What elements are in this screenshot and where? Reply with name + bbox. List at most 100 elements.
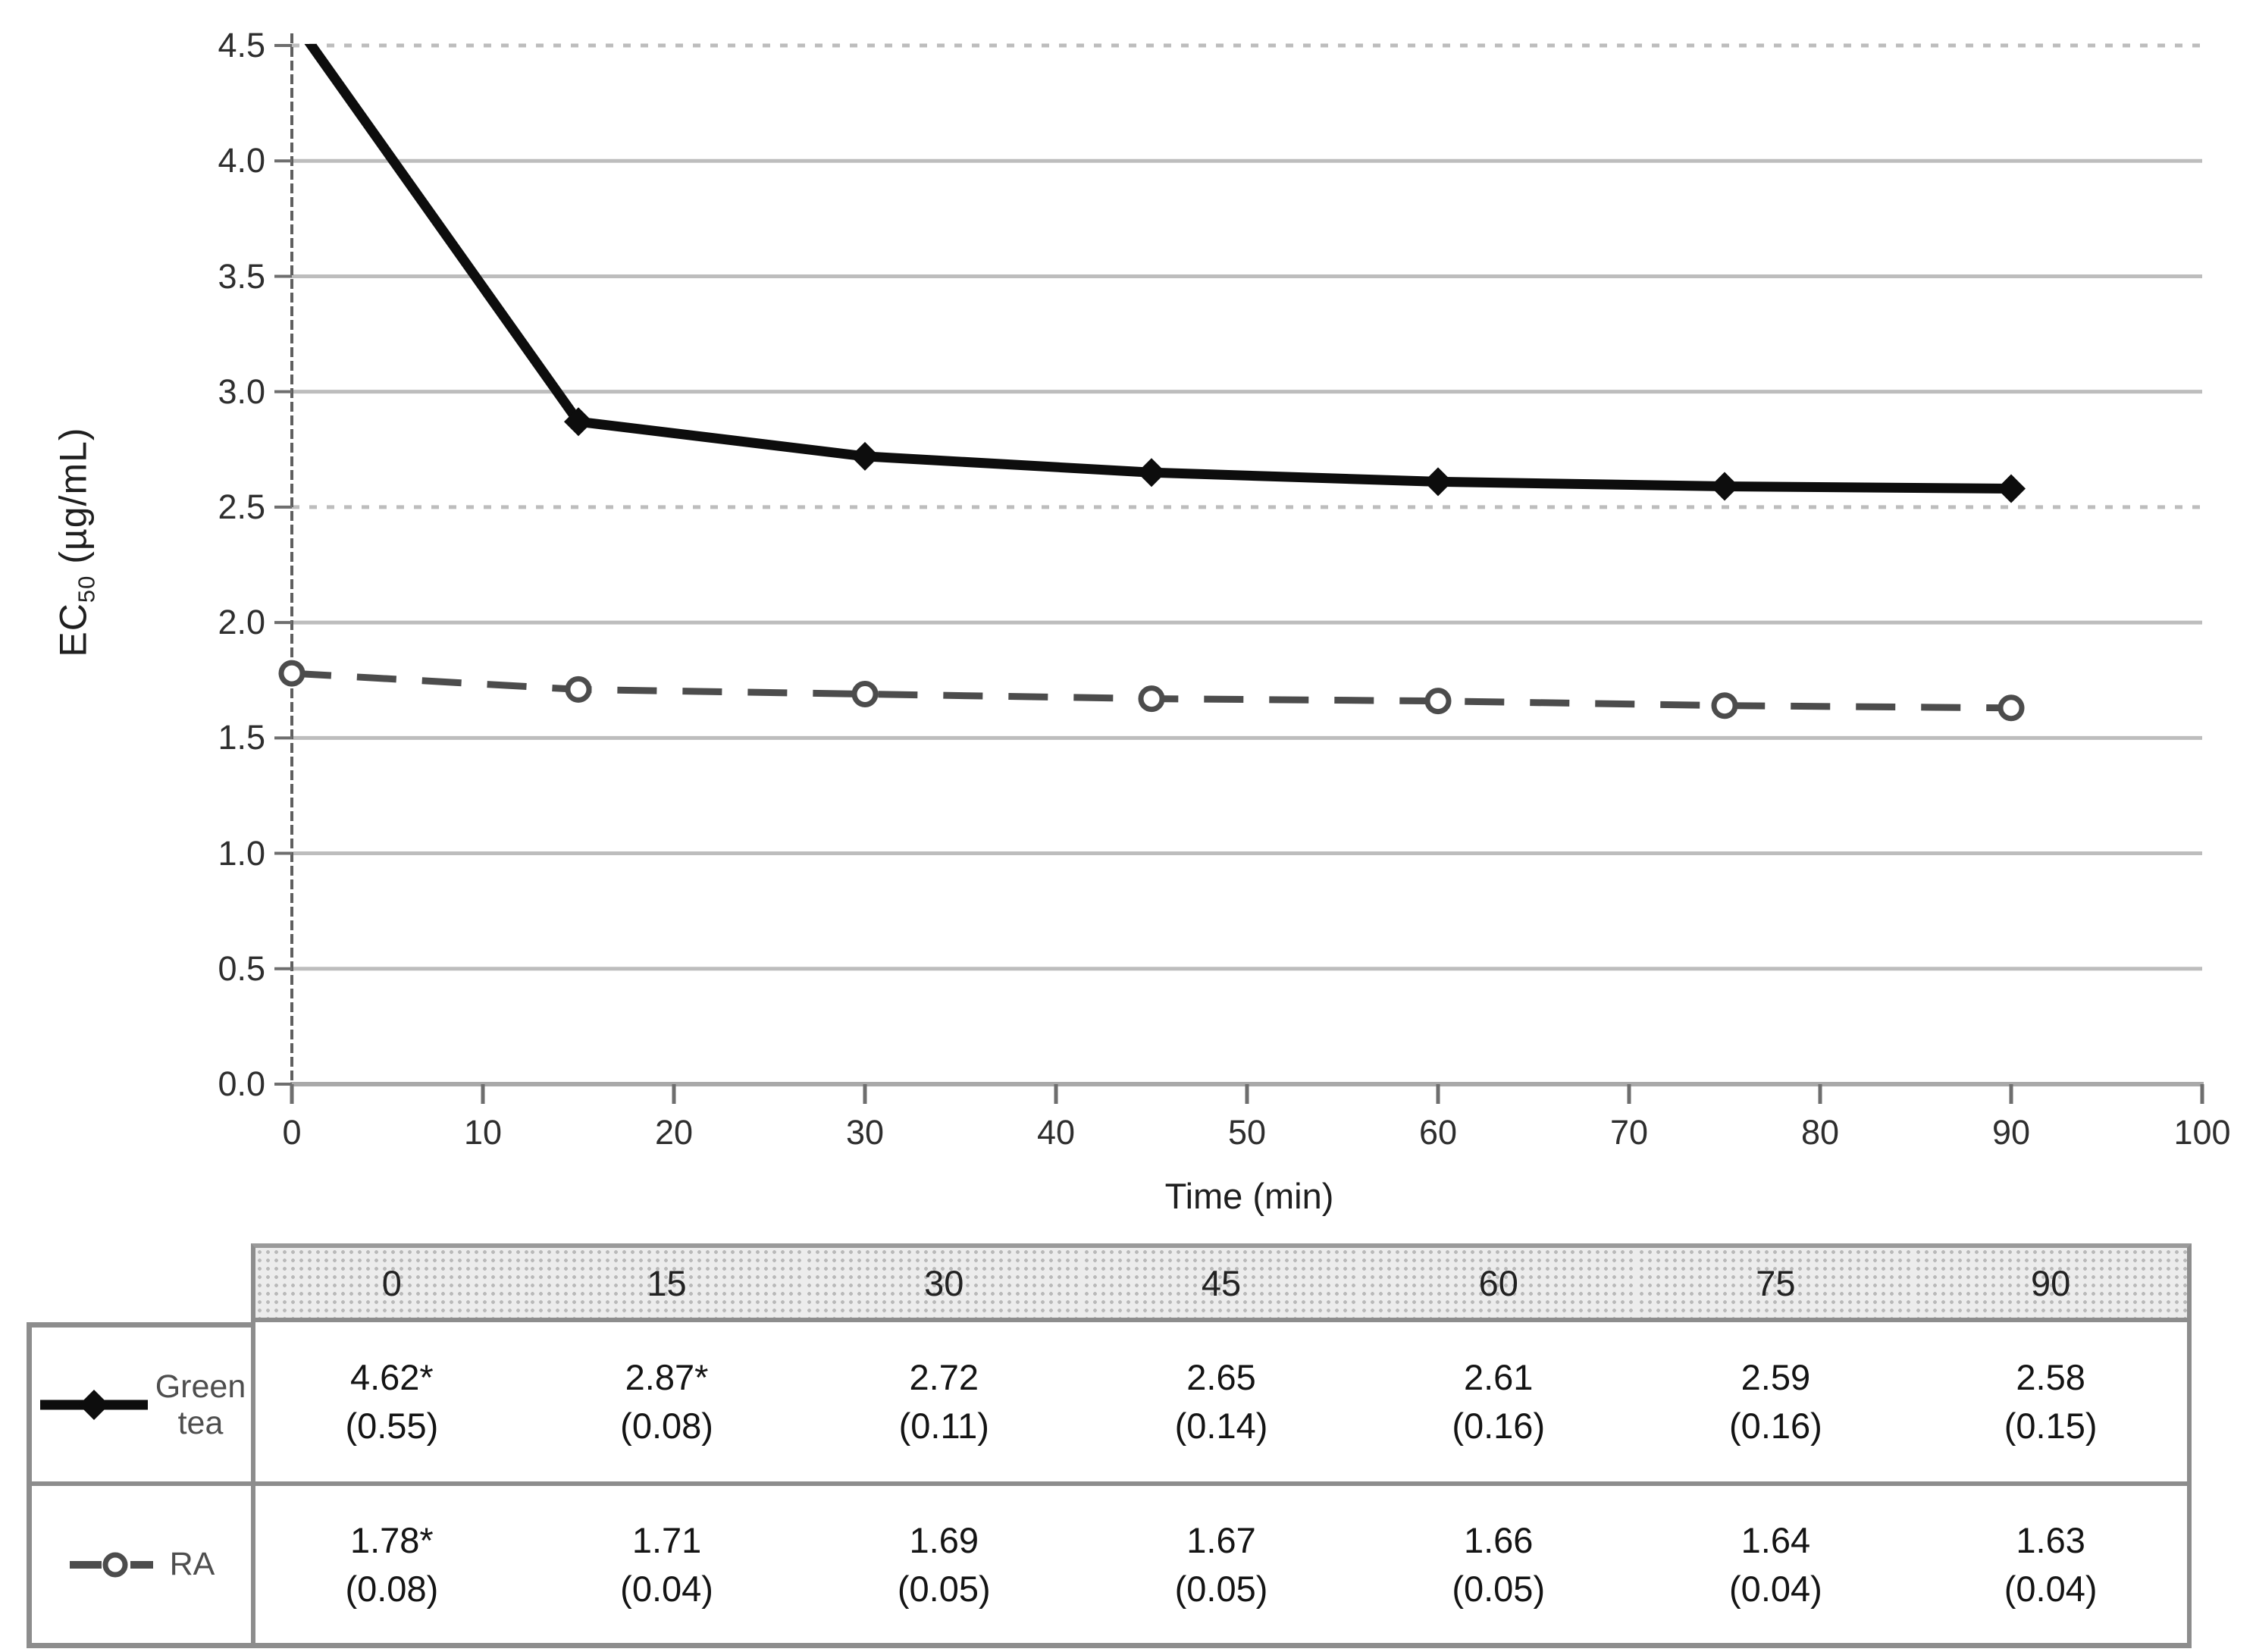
y-tick-label: 3.5 (218, 257, 265, 296)
diamond-marker (1997, 474, 2026, 503)
table-cell: 1.63 (0.04) (1914, 1486, 2192, 1648)
legend-green-tea: Green tea (27, 1322, 251, 1486)
diamond-marker (1710, 472, 1739, 501)
cell-value: 1.67 (1186, 1519, 1256, 1560)
data-table: 0 15 30 45 60 75 90 Green tea 4.62* (0.55… (27, 1243, 2192, 1648)
cell-value: 2.58 (2016, 1357, 2085, 1397)
chart-plot-area (274, 3, 2204, 1104)
table-cell: 1.71 (0.04) (528, 1486, 806, 1648)
cell-se: (0.15) (2004, 1406, 2098, 1446)
open-circle-marker (851, 680, 879, 707)
y-tick-label: 0.0 (218, 1064, 265, 1103)
legend-label-line: Green (155, 1368, 246, 1405)
cell-value: 1.64 (1741, 1519, 1811, 1560)
cell-value: 1.63 (2016, 1519, 2085, 1560)
cell-se: (0.14) (1174, 1406, 1268, 1446)
cell-se: (0.05) (897, 1568, 991, 1609)
cell-se: (0.11) (898, 1406, 989, 1446)
x-tick-label: 10 (463, 1113, 503, 1152)
y-tick-label: 0.5 (218, 949, 265, 988)
table-cell: 2.65 (0.14) (1083, 1322, 1360, 1486)
table-column-header: 90 (1914, 1243, 2192, 1322)
x-tick-label: 100 (2173, 1113, 2231, 1152)
y-tick-label: 1.0 (218, 834, 265, 873)
cell-value: 2.61 (1463, 1357, 1534, 1397)
cell-value: 2.72 (909, 1357, 979, 1397)
cell-se: (0.16) (1729, 1406, 1822, 1446)
table-cell: 1.64 (0.04) (1637, 1486, 1915, 1648)
open-circle-marker (1711, 692, 1738, 719)
table-cell: 2.61 (0.16) (1359, 1322, 1637, 1486)
y-axis-title: EC50 (µg/mL) (52, 427, 101, 657)
x-tick-label: 20 (654, 1113, 694, 1152)
table-cell: 2.87* (0.08) (528, 1322, 806, 1486)
open-circle-marker (278, 660, 306, 687)
x-tick-label: 70 (1609, 1113, 1649, 1152)
cell-se: (0.08) (620, 1406, 713, 1446)
y-tick-label: 4.5 (218, 26, 265, 64)
ra-markers (278, 660, 2025, 722)
cell-se: (0.04) (2004, 1568, 2098, 1609)
cell-se: (0.05) (1452, 1568, 1546, 1609)
x-tick-label: 30 (845, 1113, 885, 1152)
legend-label-line: tea (177, 1404, 224, 1441)
y-axis-title-subscript: 50 (73, 575, 100, 603)
open-circle-marker (565, 676, 592, 703)
cell-value: 1.66 (1463, 1519, 1534, 1560)
ra-line-sample-icon (69, 1552, 153, 1577)
cell-se: (0.04) (620, 1568, 713, 1609)
table-column-header: 30 (805, 1243, 1083, 1322)
cell-value: 1.78* (349, 1519, 434, 1560)
cell-se: (0.05) (1174, 1568, 1268, 1609)
cell-value: 1.71 (631, 1519, 702, 1560)
table-column-header: 0 (251, 1243, 528, 1322)
y-axis-title-unit: (µg/mL) (52, 427, 95, 575)
diamond-marker (1424, 467, 1452, 497)
y-tick-label: 4.0 (218, 141, 265, 180)
x-tick-label: 0 (282, 1113, 302, 1152)
green-tea-line (304, 44, 2012, 494)
open-circle-marker (1998, 694, 2025, 722)
table-column-header: 45 (1083, 1243, 1360, 1322)
legend-ra: RA (27, 1486, 251, 1648)
cell-value: 2.65 (1186, 1357, 1256, 1397)
x-axis-title: Time (min) (1164, 1176, 1334, 1216)
y-axis-title-base: EC (52, 603, 95, 657)
cell-se: (0.04) (1729, 1568, 1822, 1609)
table-column-header: 15 (528, 1243, 806, 1322)
cell-value: 4.62* (349, 1357, 434, 1397)
ec50-time-line-chart: 4.5 4.0 3.5 3.0 2.5 2.0 1.5 1.0 0.5 0.0 … (52, 3, 2231, 1216)
y-tick-label: 2.5 (218, 487, 265, 526)
cell-value: 1.69 (909, 1519, 979, 1560)
open-circle-marker (1424, 688, 1452, 715)
cell-se: (0.16) (1452, 1406, 1546, 1446)
cell-value: 2.59 (1741, 1357, 1811, 1397)
green-tea-markers (277, 3, 2026, 503)
table-corner-cell (27, 1243, 251, 1322)
table-cell: 2.72 (0.11) (805, 1322, 1083, 1486)
cell-se: (0.08) (345, 1568, 439, 1609)
green-tea-line-sample-icon (39, 1389, 148, 1420)
cell-se: (0.55) (345, 1406, 439, 1446)
x-tick-label: 90 (1991, 1113, 2031, 1152)
diamond-marker (851, 441, 879, 471)
table-cell: 1.78* (0.08) (251, 1486, 528, 1648)
y-tick-label: 2.0 (218, 603, 265, 641)
table-column-header: 75 (1637, 1243, 1915, 1322)
diamond-marker (277, 3, 306, 32)
x-tick-label: 50 (1227, 1113, 1267, 1152)
table-cell: 1.66 (0.05) (1359, 1486, 1637, 1648)
table-column-header: 60 (1359, 1243, 1637, 1322)
table-cell: 1.69 (0.05) (805, 1486, 1083, 1648)
diamond-marker (564, 407, 593, 437)
table-cell: 1.67 (0.05) (1083, 1486, 1360, 1648)
x-tick-label: 80 (1800, 1113, 1840, 1152)
legend-green-tea-label: Green tea (155, 1368, 246, 1441)
diamond-marker (1137, 458, 1166, 487)
y-tick-label: 1.5 (218, 718, 265, 757)
table-cell: 4.62* (0.55) (251, 1322, 528, 1486)
legend-ra-label: RA (169, 1546, 215, 1582)
cell-value: 2.87* (625, 1357, 709, 1397)
table-cell: 2.59 (0.16) (1637, 1322, 1915, 1486)
